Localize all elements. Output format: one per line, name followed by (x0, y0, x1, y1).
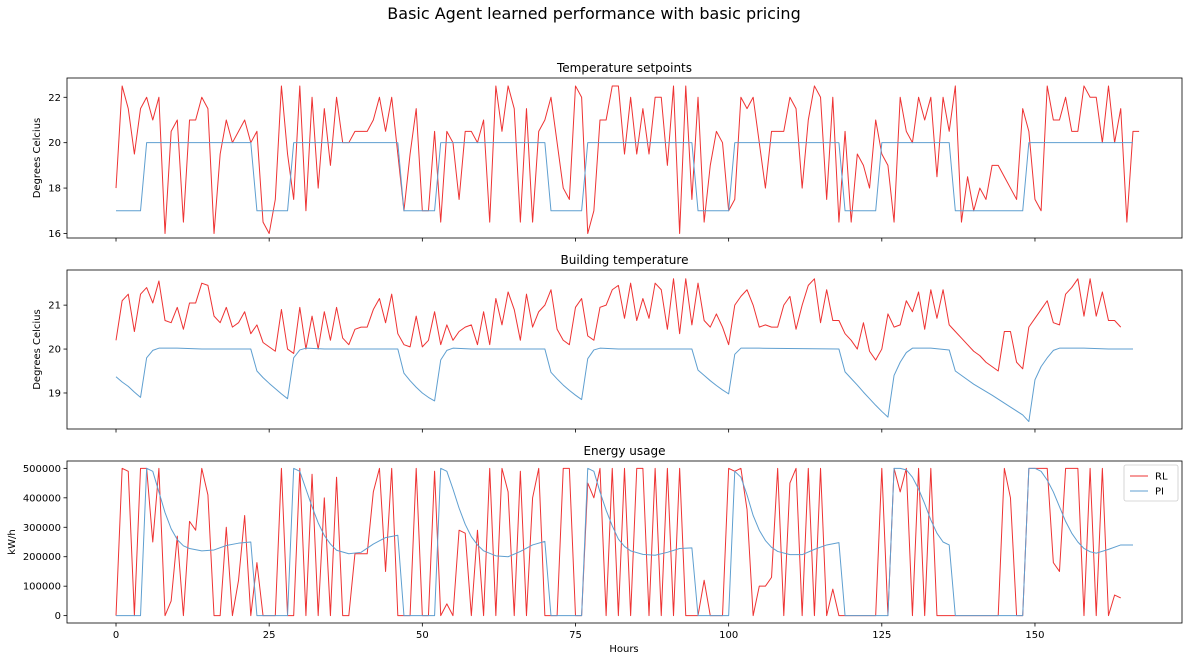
series-line-pi (116, 142, 1133, 212)
y-tick-label: 300000 (23, 523, 61, 534)
y-tick-label: 20 (48, 138, 61, 149)
y-tick-label: 22 (48, 93, 61, 104)
series-line-pi (116, 467, 1133, 617)
legend-label-rl: RL (1155, 472, 1168, 483)
x-tick-label: 150 (1025, 630, 1044, 641)
panel-1: Temperature setpoints Degrees Celcius 16 18… (32, 61, 1183, 242)
legend: RL PI (1123, 464, 1179, 502)
subplots: Temperature setpoints Degrees Celcius 16 18… (7, 61, 1183, 641)
panel-2: Building temperature Degrees Celcius 19 20 2… (32, 253, 1183, 433)
y-tick-label: 0 (55, 611, 61, 622)
series-line-rl (115, 85, 1140, 234)
x-tick-label: 25 (263, 630, 276, 641)
y-axis-label: kW/h (7, 529, 18, 554)
x-tick-label: 100 (719, 630, 738, 641)
y-tick-label: 20 (48, 345, 61, 356)
x-tick-label: 75 (569, 630, 582, 641)
y-tick-label: 21 (48, 301, 61, 312)
y-tick-label: 100000 (23, 582, 61, 593)
y-tick-label: 400000 (23, 493, 61, 504)
axes-frame (66, 269, 1183, 430)
x-tick-label: 0 (113, 630, 119, 641)
y-tick-label: 18 (48, 184, 61, 195)
figure-title: Basic Agent learned performance with bas… (387, 4, 800, 23)
axes-frame (66, 460, 1183, 624)
y-axis-label: Degrees Celcius (32, 309, 43, 390)
y-tick-label: 16 (48, 229, 61, 240)
legend-box (1123, 464, 1179, 502)
series-line-rl (115, 467, 1121, 617)
panel-title: Temperature setpoints (556, 61, 692, 75)
x-tick-label: 125 (872, 630, 891, 641)
x-tick-label: 50 (416, 630, 429, 641)
series-group (115, 278, 1133, 423)
y-tick-label: 19 (48, 388, 61, 399)
y-tick-label: 200000 (23, 552, 61, 563)
series-line-pi (115, 347, 1133, 423)
panel-title: Building temperature (561, 253, 689, 267)
series-group (115, 85, 1140, 234)
y-tick-label: 500000 (23, 464, 61, 475)
panel-title: Energy usage (583, 444, 665, 458)
series-line-rl (115, 278, 1122, 372)
panel-3: Energy usage kW/h 0 100000 200000 300000 40000… (7, 444, 1183, 641)
legend-label-pi: PI (1155, 487, 1164, 498)
axes-frame (66, 77, 1183, 239)
series-group (115, 467, 1133, 617)
x-axis-label: Hours (609, 644, 638, 655)
y-axis-label: Degrees Celcius (32, 118, 43, 199)
